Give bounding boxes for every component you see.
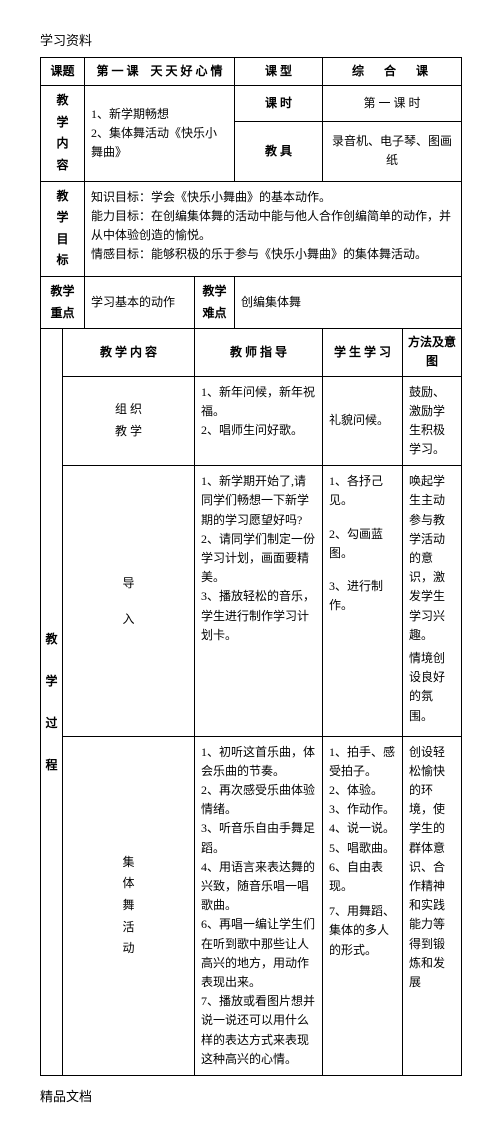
label-keshi: 课 时 <box>235 86 323 122</box>
sec3-teacher: 1、初听这首乐曲，体会乐曲的节奏。2、再次感受乐曲体验情绪。 3、听音乐自由手舞… <box>195 736 323 1075</box>
col-teacher: 教 师 指 导 <box>195 329 323 376</box>
sec2-label: 导入 <box>63 466 195 736</box>
col-method: 方法及意图 <box>403 329 462 376</box>
row-process-header: 教学 过程 教 学 内 容 教 师 指 导 学 生 学 习 方法及意图 <box>41 329 462 376</box>
sec3-label: 集体 舞活动 <box>63 736 195 1075</box>
sec3-student: 1、拍手、感受拍子。2、体验。 3、作动作。4、说一说。 5、唱歌曲。6、自由表… <box>323 736 403 1075</box>
row-sec3: 集体 舞活动 1、初听这首乐曲，体会乐曲的节奏。2、再次感受乐曲体验情绪。 3、… <box>41 736 462 1075</box>
page-footer: 精品文档 <box>40 1086 462 1105</box>
label-neirong: 教学 内容 <box>41 86 85 181</box>
label-keti: 课题 <box>41 58 85 86</box>
sec2-method: 唤起学生主动参与教学活动的意识，激发学生学习兴趣。情境创设良好的氛围。 <box>403 466 462 736</box>
row-sec1: 组 织教 学 1、新年问候，新年祝福。2、唱师生问好歌。 礼貌问候。 鼓励、激励… <box>41 376 462 466</box>
sec2-teacher: 1、新学期开始了,请同学们畅想一下新学期的学习愿望好吗?2、请同学们制定一份学习… <box>195 466 323 736</box>
row-keypoints: 教学重点 学习基本的动作 教学难点 创编集体舞 <box>41 276 462 328</box>
sec1-teacher: 1、新年问候，新年祝福。2、唱师生问好歌。 <box>195 376 323 466</box>
sec1-method: 鼓励、激励学生积极学习。 <box>403 376 462 466</box>
value-zhongdian: 学习基本的动作 <box>85 276 195 328</box>
sec1-student: 礼貌问候。 <box>323 376 403 466</box>
row-title: 课题 第 一 课 天 天 好 心 情 课 型 综 合 课 <box>41 58 462 86</box>
content-items: 1、新学期畅想 2、集体舞活动《快乐小舞曲》 <box>85 86 235 181</box>
objectives-text: 知识目标：学会《快乐小舞曲》的基本动作。 能力目标：在创编集体舞的活动中能与他人… <box>85 181 462 276</box>
label-jiaoju: 教 具 <box>235 121 323 181</box>
value-nandian: 创编集体舞 <box>235 276 462 328</box>
value-keshi: 第 一 课 时 <box>323 86 462 122</box>
sec2-student: 1、各抒己见。2、勾画蓝图。3、进行制作。 <box>323 466 403 736</box>
label-process: 教学 过程 <box>41 329 63 1076</box>
lesson-title: 第 一 课 天 天 好 心 情 <box>85 58 235 86</box>
row-content-1: 教学 内容 1、新学期畅想 2、集体舞活动《快乐小舞曲》 课 时 第 一 课 时 <box>41 86 462 122</box>
lesson-plan-table: 课题 第 一 课 天 天 好 心 情 课 型 综 合 课 教学 内容 1、新学期… <box>40 57 462 1076</box>
label-mubiao: 教学 目标 <box>41 181 85 276</box>
col-student: 学 生 学 习 <box>323 329 403 376</box>
sec3-method: 创设轻松愉快的环境，使学生的群体意识、合作精神和实践能力等得到锻炼和发展 <box>403 736 462 1075</box>
row-objectives: 教学 目标 知识目标：学会《快乐小舞曲》的基本动作。 能力目标：在创编集体舞的活… <box>41 181 462 276</box>
label-zhongdian: 教学重点 <box>41 276 85 328</box>
value-jiaoju: 录音机、电子琴、图画纸 <box>323 121 462 181</box>
page-header: 学习资料 <box>40 30 462 49</box>
row-sec2: 导入 1、新学期开始了,请同学们畅想一下新学期的学习愿望好吗?2、请同学们制定一… <box>41 466 462 736</box>
col-content: 教 学 内 容 <box>63 329 195 376</box>
value-kexing: 综 合 课 <box>323 58 462 86</box>
sec1-label: 组 织教 学 <box>63 376 195 466</box>
label-nandian: 教学难点 <box>195 276 235 328</box>
label-kexing: 课 型 <box>235 58 323 86</box>
